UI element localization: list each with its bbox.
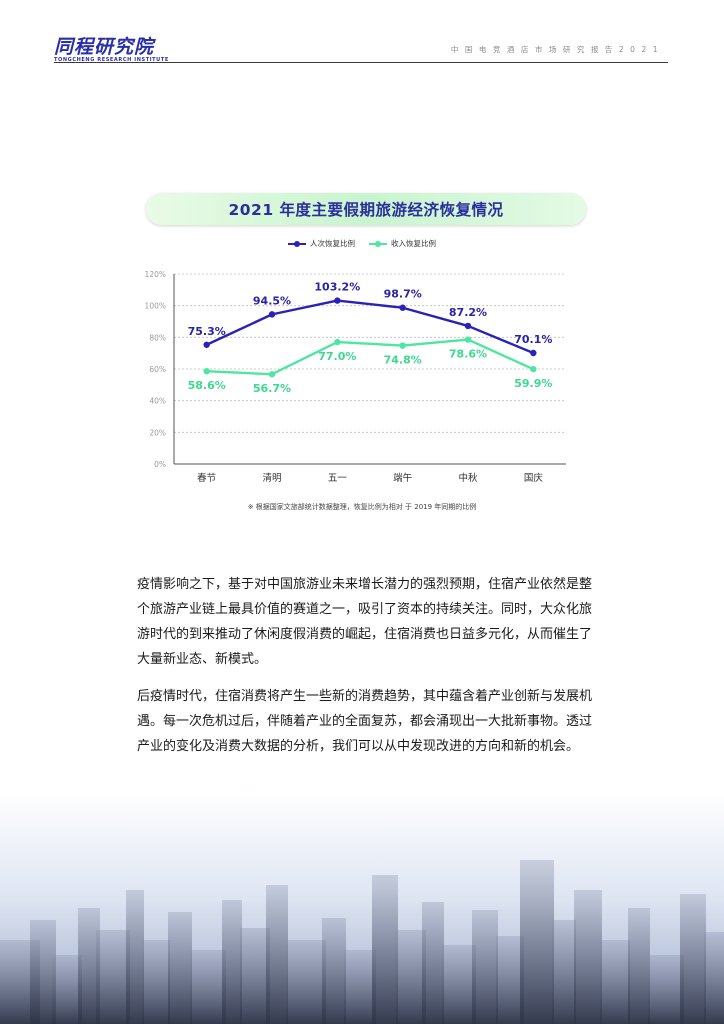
y-tick-label: 40% — [149, 397, 166, 406]
y-tick-label: 100% — [145, 302, 166, 311]
y-tick-label: 60% — [149, 365, 166, 374]
legend-swatch-visitors — [288, 240, 306, 247]
data-point — [464, 322, 472, 330]
x-tick-label: 五一 — [328, 473, 348, 484]
building-silhouette — [496, 936, 524, 1024]
chart-note: ※ 根据国家文旅部统计数据整理，恢复比例为相对 于 2019 年同期的比例 — [247, 503, 477, 511]
body-paragraph-2: 后疫情时代，住宿消费将产生一些新的消费趋势，其中蕴含着产业创新与发展机遇。每一次… — [137, 689, 593, 754]
y-tick-label: 80% — [149, 333, 166, 342]
city-skyline-illustration — [0, 790, 724, 1024]
building-silhouette — [628, 908, 650, 1024]
series-line-0 — [206, 299, 534, 355]
building-silhouette — [78, 908, 100, 1024]
legend-item-revenue: 收入恢复比例 — [369, 238, 436, 249]
data-point — [399, 342, 406, 349]
building-silhouette — [142, 940, 170, 1024]
header-divider — [54, 62, 668, 63]
legend-label-visitors: 人次恢复比例 — [310, 239, 355, 248]
data-point — [203, 341, 210, 348]
building-silhouette — [396, 930, 426, 1024]
data-label: 78.6% — [449, 348, 487, 361]
y-tick-label: 120% — [145, 270, 166, 279]
x-tick-label: 国庆 — [524, 472, 544, 484]
x-tick-label: 春节 — [197, 472, 216, 484]
building-silhouette — [472, 910, 498, 1024]
building-silhouette — [266, 885, 288, 1024]
data-label: 70.1% — [514, 333, 552, 346]
legend-item-visitors: 人次恢复比例 — [288, 238, 355, 249]
building-silhouette — [126, 890, 144, 1024]
data-label: 58.6% — [188, 379, 226, 392]
building-silhouette — [600, 940, 630, 1024]
data-point — [399, 304, 406, 311]
data-label: 94.5% — [253, 294, 291, 307]
building-silhouette — [574, 890, 602, 1024]
x-tick-label: 中秋 — [458, 472, 478, 484]
series-line-1 — [206, 338, 534, 376]
data-point — [530, 365, 537, 373]
data-point — [464, 336, 472, 343]
data-point — [334, 297, 341, 304]
building-silhouette — [190, 950, 226, 1024]
data-point — [530, 349, 537, 357]
y-tick-label: 0% — [154, 460, 166, 469]
data-point — [203, 368, 210, 375]
data-point — [334, 338, 341, 346]
page-header: 同程研究院 TONGCHENG RESEARCH INSTITUTE 中国电竞酒… — [0, 0, 724, 70]
data-point — [268, 311, 276, 318]
data-label: 87.2% — [449, 306, 487, 319]
x-tick-label: 清明 — [262, 472, 281, 484]
logo-cn: 同程研究院 — [54, 36, 155, 58]
x-tick-label: 端午 — [393, 472, 412, 484]
data-label: 59.9% — [514, 377, 552, 390]
building-silhouette — [96, 930, 130, 1024]
report-title: 中国电竞酒店市场研究报告2021 — [450, 45, 664, 54]
building-silhouette — [648, 955, 684, 1024]
body-paragraph-1: 疫情影响之下，基于对中国旅游业未来增长潜力的强烈预期，住宿产业依然是整个旅游产业… — [137, 577, 593, 667]
building-silhouette — [520, 860, 554, 1024]
data-label: 75.3% — [188, 325, 226, 338]
building-silhouette — [240, 928, 270, 1024]
data-label: 74.8% — [384, 354, 422, 367]
building-silhouette — [344, 950, 376, 1024]
building-silhouette — [680, 894, 706, 1024]
chart-title: 2021 年度主要假期旅游经济恢复情况 — [228, 201, 504, 219]
building-silhouette — [168, 912, 192, 1024]
data-label: 56.7% — [253, 382, 291, 395]
legend-label-revenue: 收入恢复比例 — [391, 239, 436, 248]
building-silhouette — [30, 920, 56, 1024]
data-label: 103.2% — [314, 281, 360, 294]
building-silhouette — [704, 932, 724, 1024]
logo-en: TONGCHENG RESEARCH INSTITUTE — [54, 57, 169, 63]
building-silhouette — [222, 900, 242, 1024]
chart-title-bar: 2021 年度主要假期旅游经济恢复情况 — [146, 193, 586, 225]
line-chart: 0% 20% 40% 60% 80% 100% 120% 春节 清明 五一 端午 中秋 国庆 75.3% 9… — [145, 270, 566, 484]
building-silhouette — [442, 945, 476, 1024]
building-silhouette — [52, 955, 82, 1024]
chart-legend: 人次恢复比例 收入恢复比例 — [0, 238, 724, 249]
building-silhouette — [422, 902, 444, 1024]
legend-swatch-revenue — [369, 240, 387, 247]
building-silhouette — [372, 875, 398, 1024]
data-label: 98.7% — [384, 288, 422, 301]
logo: 同程研究院 TONGCHENG RESEARCH INSTITUTE — [54, 32, 169, 63]
building-silhouette — [322, 918, 346, 1024]
building-silhouette — [552, 920, 576, 1024]
y-tick-label: 20% — [149, 428, 166, 437]
data-point — [268, 371, 276, 378]
data-label: 77.0% — [318, 350, 356, 363]
building-silhouette — [286, 940, 326, 1024]
